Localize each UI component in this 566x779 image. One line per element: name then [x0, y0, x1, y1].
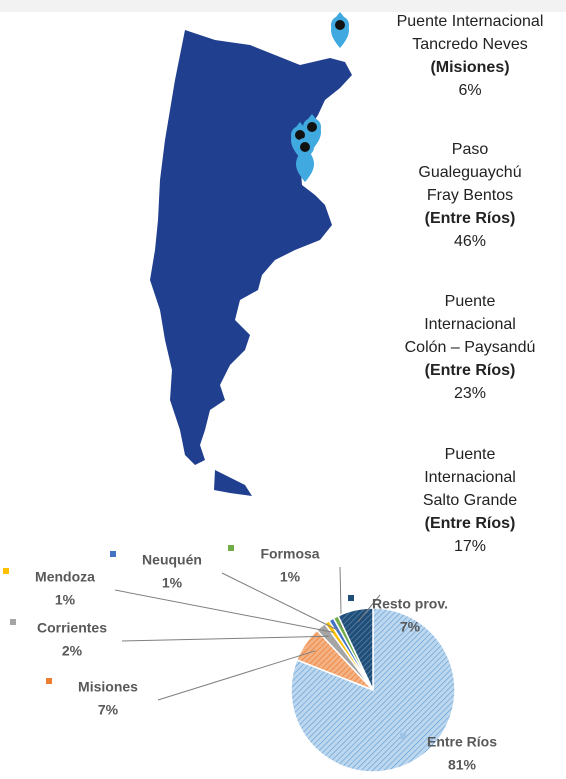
crossing-province: (Entre Ríos): [425, 515, 516, 532]
crossing-name: Tancredo Neves: [412, 36, 528, 53]
pie-label: Entre Ríos: [427, 734, 497, 750]
crossing-name: Internacional: [424, 469, 516, 486]
argentina-map: [150, 30, 352, 465]
crossing-name: Puente: [445, 293, 496, 310]
pie-label: Formosa: [260, 546, 319, 562]
crossing-share: 6%: [458, 82, 481, 99]
pie-value-label: 1%: [280, 569, 301, 585]
legend-swatch: [3, 568, 9, 574]
pie-value-label: 1%: [162, 575, 183, 591]
pie-value-label: 7%: [98, 702, 119, 718]
pie-label: Misiones: [78, 679, 138, 695]
crossing-name: Fray Bentos: [427, 187, 513, 204]
leader-line: [114, 589, 334, 633]
crossing-name: Internacional: [424, 316, 516, 333]
pie-value-label: 1%: [55, 592, 76, 608]
pie-label: Resto prov.: [372, 596, 448, 612]
top-bar: [0, 0, 566, 12]
legend-swatch: [46, 678, 52, 684]
legend-swatch: [110, 551, 116, 557]
pie-label: Neuquén: [142, 552, 202, 568]
crossing-name: Puente: [445, 446, 496, 463]
crossing-province: (Entre Ríos): [425, 362, 516, 379]
legend-swatch: [228, 545, 234, 551]
pie-label: Mendoza: [35, 569, 95, 585]
leader-line: [121, 635, 329, 642]
leader-line: [221, 572, 338, 631]
legend-swatch: [400, 733, 406, 739]
crossing-share: 46%: [454, 233, 486, 250]
pie-value-label: 2%: [62, 643, 83, 659]
crossing-province: (Entre Ríos): [425, 210, 516, 227]
crossing-name: Colón – Paysandú: [405, 339, 536, 356]
crossing-share: 17%: [454, 538, 486, 555]
crossing-share: 23%: [454, 385, 486, 402]
crossing-province: (Misiones): [430, 59, 509, 76]
pie-slice: [290, 607, 456, 773]
crossing-name: Paso: [452, 141, 489, 158]
pie-label: Corrientes: [37, 620, 107, 636]
crossing-name: Salto Grande: [423, 492, 517, 509]
pin: [296, 138, 314, 182]
crossing-name: Gualeguaychú: [418, 164, 521, 181]
leader-line: [357, 594, 381, 623]
leader-line: [157, 650, 316, 701]
legend-swatch: [348, 595, 354, 601]
pin: [331, 12, 349, 48]
pie-slice: [337, 607, 374, 691]
crossing-name: Puente Internacional: [397, 13, 544, 30]
legend-swatch: [10, 619, 16, 625]
tierra-del-fuego: [214, 470, 252, 496]
pie-value-label: 7%: [400, 619, 421, 635]
map: [150, 12, 352, 496]
pie-value-label: 81%: [448, 757, 477, 773]
